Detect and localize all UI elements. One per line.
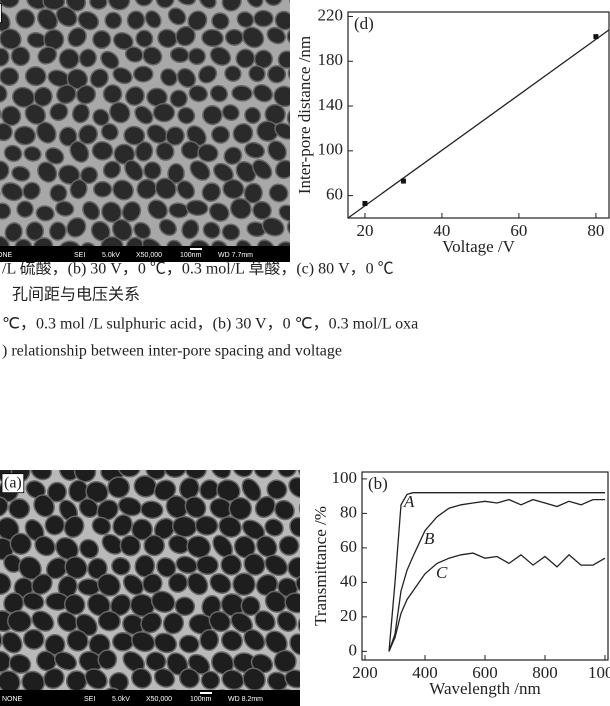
y-tick-label: 40 <box>340 571 357 590</box>
info-text: NONE <box>2 696 23 703</box>
series-label: B <box>424 529 435 548</box>
y-tick-label: 60 <box>340 537 357 556</box>
pore <box>39 436 66 463</box>
info-text: 100nm <box>190 696 212 703</box>
info-text: SEI <box>74 252 85 259</box>
pore <box>2 438 25 461</box>
pore <box>297 234 320 257</box>
pore <box>298 10 316 27</box>
info-text: 5.0kV <box>102 252 120 259</box>
y-axis-label: Inter-pore distance /nm <box>295 36 314 194</box>
caption: ℃，0.3 mol /L sulphuric acid，(b) 30 V，0 ℃… <box>2 316 418 333</box>
x-tick-label: 200 <box>352 663 378 682</box>
panel-label: (d) <box>354 14 374 33</box>
pore <box>218 436 244 463</box>
panel-label: (a) <box>4 475 22 492</box>
series-label: C <box>436 563 448 582</box>
pore <box>134 66 153 82</box>
pore <box>59 49 79 69</box>
pore <box>304 481 331 503</box>
pore <box>144 162 161 179</box>
x-axis-label: Voltage /V <box>442 237 516 256</box>
page: /L 硫酸，(b) 30 V，0 ℃，0.3 mol/L 草酸，(c) 80 V… <box>0 0 610 706</box>
pore <box>0 440 3 462</box>
pore <box>306 667 333 694</box>
y-axis-label: Transmittance /% <box>311 506 330 626</box>
pore <box>267 65 286 83</box>
pore <box>286 440 312 464</box>
sem-image: NONE SEI 5.0kV X50,000 100nm WD 8.2mm (a) <box>0 435 333 706</box>
x-tick-label: 80 <box>587 221 604 240</box>
pore <box>154 436 181 459</box>
caption: /L 硫酸，(b) 30 V，0 ℃，0.3 mol/L 草酸，(c) 80 V… <box>2 260 394 278</box>
caption: ) relationship between inter-pore spacin… <box>2 343 342 360</box>
pore <box>21 439 48 467</box>
pore <box>82 439 111 469</box>
marker <box>362 201 367 206</box>
pore <box>109 436 138 464</box>
x-tick-label: 1000 <box>588 663 610 682</box>
pore <box>225 29 243 45</box>
pore <box>94 182 112 197</box>
series-label: A <box>403 492 415 511</box>
panel-label: (b) <box>368 474 388 493</box>
y-tick-label: 100 <box>332 468 358 487</box>
pore <box>0 68 19 86</box>
curve <box>389 500 605 652</box>
plot-frame <box>362 472 608 660</box>
pore <box>78 578 100 595</box>
pore <box>153 104 174 122</box>
info-text: WD 8.2mm <box>228 696 263 703</box>
pore <box>305 437 333 465</box>
pore <box>298 200 324 226</box>
pore <box>239 440 267 467</box>
info-text: 100nm <box>180 252 202 259</box>
pore <box>199 629 219 651</box>
curve <box>389 553 605 651</box>
pore <box>260 435 289 464</box>
pore <box>297 649 323 675</box>
curve <box>348 30 609 218</box>
y-tick-label: 100 <box>318 140 344 159</box>
x-axis-label: Wavelength /nm <box>429 679 540 698</box>
pore <box>163 457 186 478</box>
y-tick-label: 0 <box>349 640 358 659</box>
y-tick-label: 140 <box>318 95 344 114</box>
info-text: X50,000 <box>146 696 172 703</box>
pore <box>107 477 129 499</box>
pore <box>175 443 197 463</box>
pore <box>196 555 218 574</box>
pore <box>231 85 252 102</box>
y-tick-label: 20 <box>340 606 357 625</box>
pore <box>130 437 156 463</box>
x-tick-label: 20 <box>356 221 373 240</box>
panel-label-box <box>0 4 1 23</box>
marker <box>593 34 598 39</box>
pore <box>297 456 323 481</box>
pore <box>92 141 113 160</box>
pore <box>64 438 84 459</box>
info-text: NONE <box>0 252 13 259</box>
curve <box>389 493 605 652</box>
marker <box>401 179 406 184</box>
y-tick-label: 180 <box>318 50 344 69</box>
pore <box>118 459 141 478</box>
y-tick-label: 60 <box>326 185 343 204</box>
info-text: SEI <box>84 696 95 703</box>
pore <box>195 437 220 459</box>
info-text: WD 7.7mm <box>218 252 253 259</box>
info-text: 5.0kV <box>112 696 130 703</box>
y-tick-label: 80 <box>340 502 357 521</box>
info-text: X50,000 <box>136 252 162 259</box>
y-tick-label: 220 <box>318 5 344 24</box>
pore <box>113 633 133 651</box>
pore <box>305 628 333 656</box>
caption: 孔间距与电压关系 <box>12 286 140 304</box>
plot-frame <box>348 12 609 218</box>
pore <box>254 10 274 27</box>
